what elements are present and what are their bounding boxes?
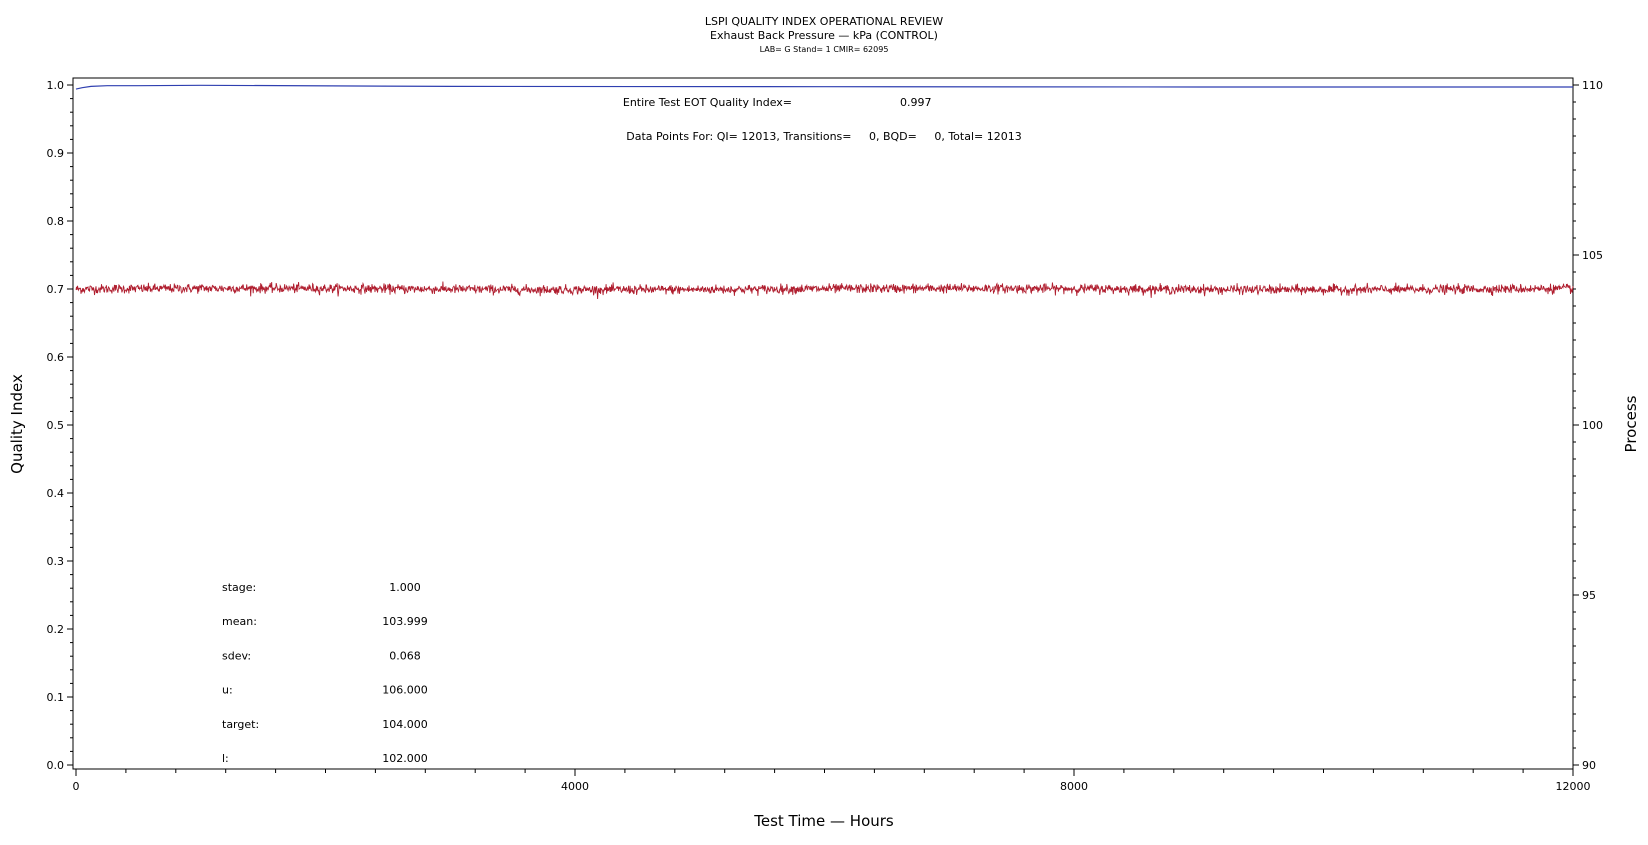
y-left-tick-label: 0.4 (47, 487, 65, 500)
y-right-tick-label: 100 (1582, 419, 1603, 432)
stat-label: sdev: (222, 649, 251, 662)
y-left-tick-label: 0.1 (47, 691, 65, 704)
y-left-tick-label: 1.0 (47, 79, 65, 92)
eot-quality-value: 0.997 (900, 96, 932, 109)
stat-label: u: (222, 684, 233, 697)
stat-value: 104.000 (382, 718, 428, 731)
y-axis-label-left: Quality Index (8, 374, 26, 474)
y-left-tick-label: 0.0 (47, 759, 65, 772)
axis-ticks: 0 4000 8000 12000 0.0 0.1 0.2 0.3 0.4 0.5 0.6 0.7 0.… (47, 79, 1604, 793)
eot-quality-label: Entire Test EOT Quality Index= (623, 96, 792, 109)
y-left-tick-label: 0.8 (47, 215, 65, 228)
series-layer (75, 84, 1574, 300)
stat-label: mean: (222, 615, 257, 628)
x-axis-label: Test Time — Hours (753, 812, 894, 830)
x-tick-label: 12000 (1556, 780, 1591, 793)
quality-index-line (75, 84, 1573, 90)
stat-value: 103.999 (382, 615, 428, 628)
stat-label: l: (222, 752, 229, 765)
stat-value: 1.000 (389, 581, 421, 594)
x-tick-label: 0 (73, 780, 80, 793)
chart-subtitle-2: LAB= G Stand= 1 CMIR= 62095 (760, 45, 889, 54)
x-tick-label: 8000 (1060, 780, 1088, 793)
y-left-tick-label: 0.3 (47, 555, 65, 568)
y-left-tick-label: 0.2 (47, 623, 65, 636)
y-left-tick-label: 0.7 (47, 283, 65, 296)
chart-subtitle: Exhaust Back Pressure — kPa (CONTROL) (710, 29, 938, 42)
y-left-tick-label: 0.5 (47, 419, 65, 432)
chart-title: LSPI QUALITY INDEX OPERATIONAL REVIEW (705, 15, 943, 28)
data-points-summary: Data Points For: QI= 12013, Transitions=… (626, 130, 1021, 143)
y-right-tick-label: 110 (1582, 79, 1603, 92)
stat-label: stage: (222, 581, 256, 594)
y-right-tick-label: 90 (1582, 759, 1596, 772)
stats-panel: stage: 1.000 mean: 103.999 sdev: 0.068 u: 106.0… (222, 581, 428, 765)
plot-area (72, 77, 1574, 770)
stat-value: 106.000 (382, 684, 428, 697)
y-axis-label-right: Process (1622, 395, 1640, 452)
process-line (75, 281, 1574, 300)
y-left-tick-label: 0.6 (47, 351, 65, 364)
stat-value: 0.068 (389, 649, 421, 662)
y-left-tick-label: 0.9 (47, 147, 65, 160)
stat-label: target: (222, 718, 259, 731)
y-right-tick-label: 95 (1582, 589, 1596, 602)
y-right-tick-label: 105 (1582, 249, 1603, 262)
x-tick-label: 4000 (561, 780, 589, 793)
stat-value: 102.000 (382, 752, 428, 765)
